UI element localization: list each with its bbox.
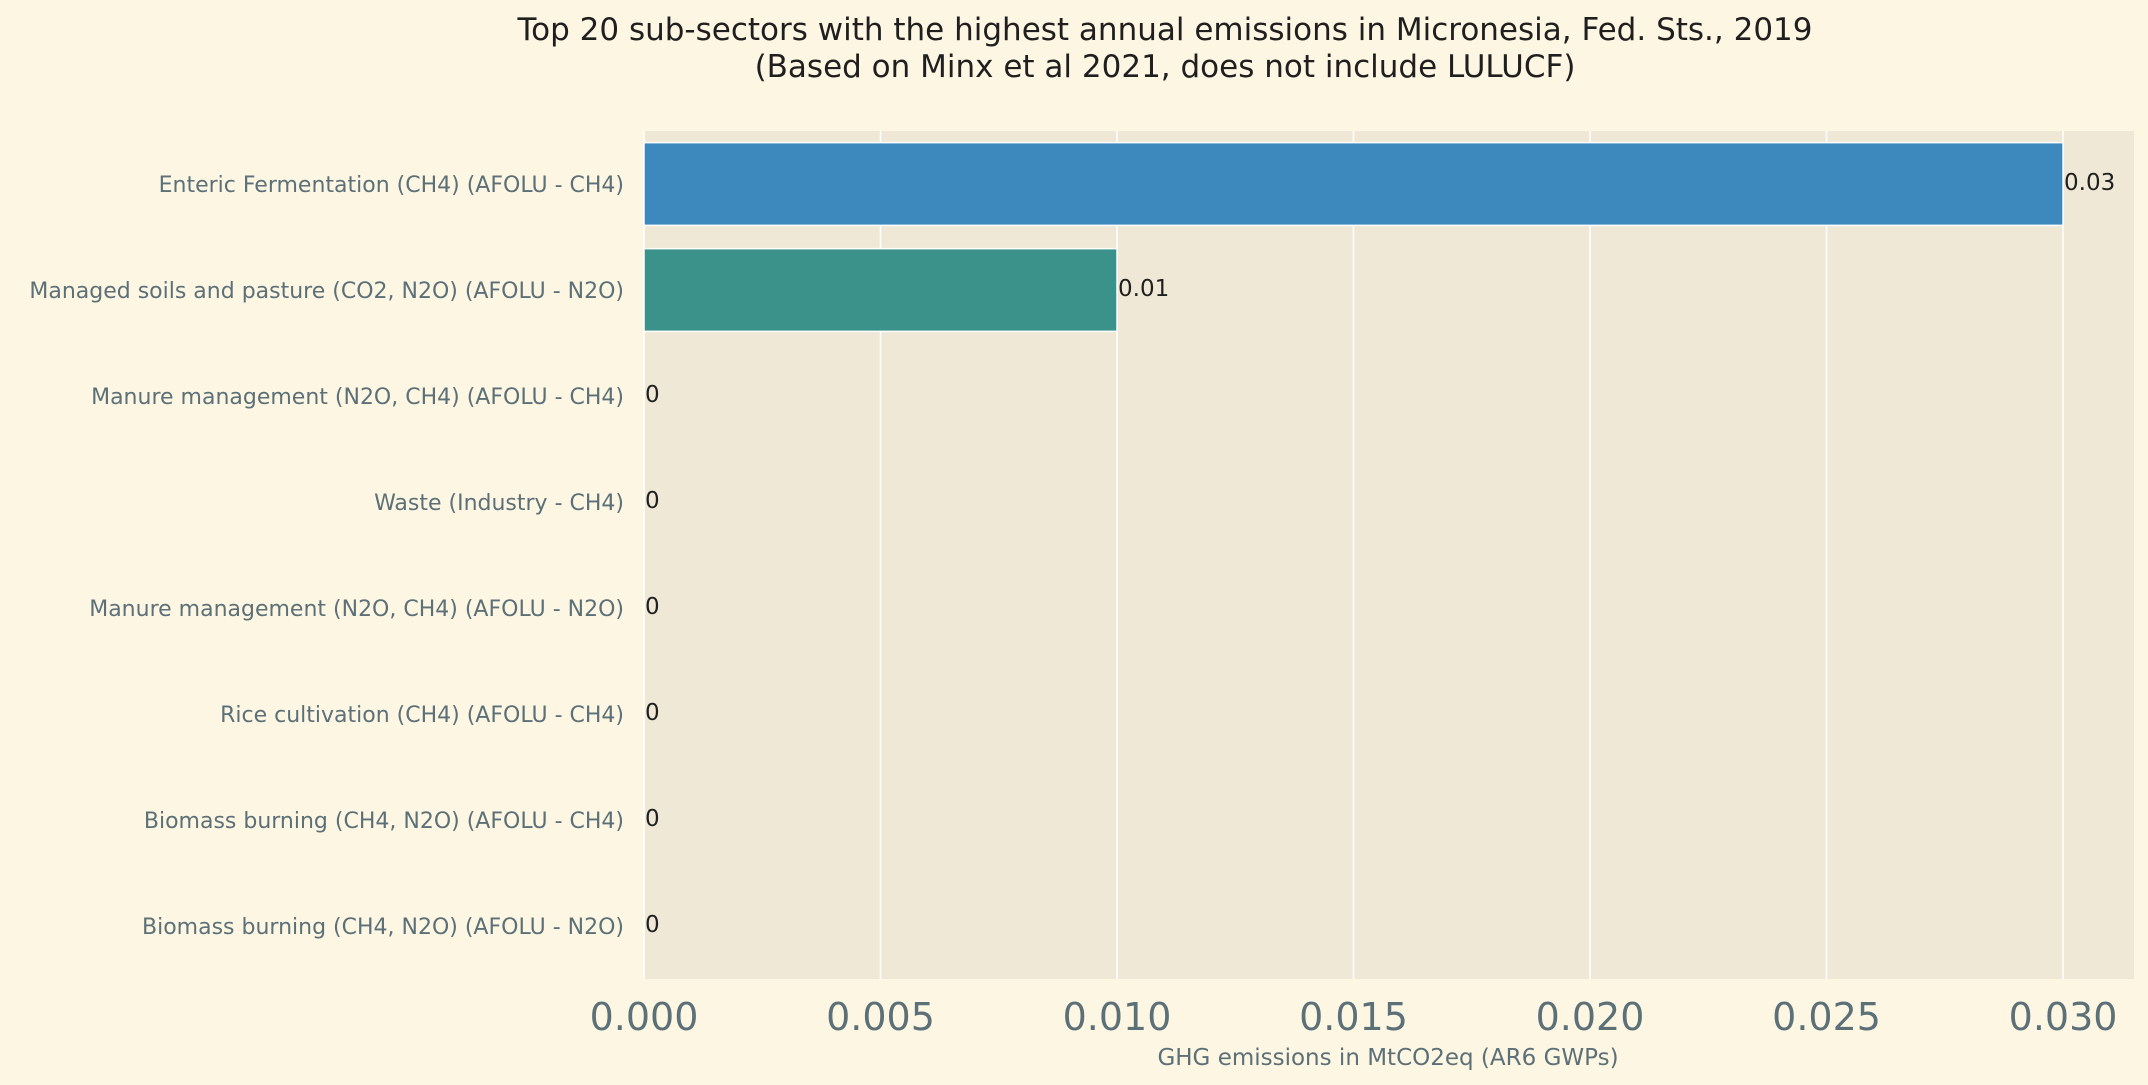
bar [643, 247, 1118, 333]
x-axis-ticks: 0.000 0.005 0.010 0.015 0.020 0.025 0.030 [590, 995, 2118, 1039]
data-label: 0 [645, 806, 660, 832]
category-label: Rice cultivation (CH4) (AFOLU - CH4) [220, 703, 624, 728]
bar [643, 141, 2064, 227]
chart-title: Top 20 sub-sectors with the highest annu… [516, 12, 1812, 48]
data-label: 0 [645, 594, 660, 620]
data-label: 0 [645, 382, 660, 408]
data-label: 0 [645, 700, 660, 726]
category-label: Biomass burning (CH4, N2O) (AFOLU - CH4) [144, 809, 624, 834]
category-label: Manure management (N2O, CH4) (AFOLU - CH… [91, 385, 624, 410]
category-label: Waste (Industry - CH4) [374, 491, 624, 516]
category-label: Enteric Fermentation (CH4) (AFOLU - CH4) [159, 173, 624, 198]
x-tick-label: 0.000 [590, 995, 699, 1039]
data-label: 0 [645, 912, 660, 938]
category-label: Managed soils and pasture (CO2, N2O) (AF… [29, 279, 624, 304]
x-tick-label: 0.020 [1536, 995, 1645, 1039]
category-label: Biomass burning (CH4, N2O) (AFOLU - N2O) [142, 915, 624, 940]
chart-subtitle: (Based on Minx et al 2021, does not incl… [755, 49, 1576, 85]
x-tick-label: 0.030 [2009, 995, 2118, 1039]
bars [643, 141, 2064, 333]
category-label: Manure management (N2O, CH4) (AFOLU - N2… [89, 597, 624, 622]
x-tick-label: 0.010 [1063, 995, 1172, 1039]
x-tick-label: 0.005 [826, 995, 935, 1039]
x-tick-label: 0.015 [1299, 995, 1408, 1039]
data-label: 0 [645, 488, 660, 514]
x-tick-label: 0.025 [1772, 995, 1881, 1039]
x-axis-label: GHG emissions in MtCO2eq (AR6 GWPs) [1157, 1045, 1618, 1071]
data-label: 0.01 [1118, 276, 1169, 302]
category-labels: Enteric Fermentation (CH4) (AFOLU - CH4)… [29, 173, 624, 940]
data-label: 0.03 [2064, 170, 2115, 196]
data-labels: 0.03 0.01 0 0 0 0 0 0 [645, 170, 2115, 938]
